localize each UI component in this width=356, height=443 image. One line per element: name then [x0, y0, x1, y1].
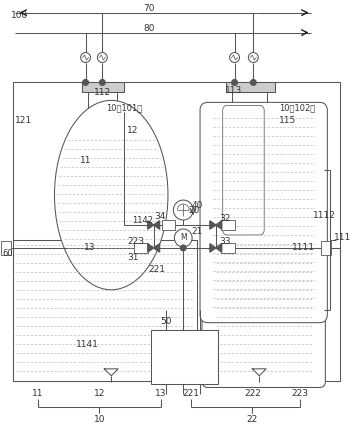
Text: 100: 100	[11, 11, 28, 20]
Circle shape	[80, 53, 90, 62]
Polygon shape	[154, 221, 159, 229]
Bar	[151, 330, 218, 385]
Text: 50: 50	[161, 317, 172, 326]
Circle shape	[99, 79, 105, 85]
Text: 11: 11	[32, 389, 44, 398]
Text: 13: 13	[155, 389, 166, 398]
Text: 221: 221	[149, 265, 166, 274]
Text: 13: 13	[84, 243, 95, 253]
Bar	[12, 82, 340, 381]
Text: 22: 22	[247, 415, 258, 424]
Text: 223: 223	[127, 237, 144, 246]
Polygon shape	[148, 221, 154, 229]
Text: 223: 223	[291, 389, 308, 398]
Text: 1141: 1141	[76, 340, 99, 349]
Ellipse shape	[54, 101, 168, 290]
Circle shape	[248, 53, 258, 62]
Bar	[12, 240, 197, 381]
Text: 10: 10	[94, 415, 105, 424]
Text: 10（102）: 10（102）	[279, 104, 315, 113]
Polygon shape	[252, 369, 266, 376]
Text: 112: 112	[94, 88, 111, 97]
Bar	[88, 93, 117, 113]
Text: 12: 12	[127, 126, 138, 135]
Bar	[232, 93, 267, 110]
FancyBboxPatch shape	[200, 102, 327, 323]
Polygon shape	[216, 221, 222, 229]
Text: 34: 34	[155, 211, 166, 221]
Text: 40: 40	[191, 201, 203, 210]
Text: 115: 115	[279, 116, 296, 125]
Bar	[134, 243, 148, 253]
Text: 113: 113	[225, 86, 242, 95]
Bar	[1, 241, 11, 255]
Text: 60: 60	[2, 249, 13, 258]
Circle shape	[174, 229, 192, 247]
Text: 12: 12	[94, 389, 105, 398]
Bar	[226, 82, 275, 93]
Text: 33: 33	[220, 237, 231, 246]
Text: 80: 80	[143, 24, 155, 33]
Text: 70: 70	[143, 4, 155, 13]
Circle shape	[230, 53, 240, 62]
Polygon shape	[210, 221, 216, 229]
Circle shape	[180, 245, 186, 251]
Circle shape	[83, 79, 89, 85]
Text: 1111: 1111	[292, 243, 315, 253]
Bar	[221, 220, 235, 230]
Polygon shape	[154, 244, 159, 252]
Polygon shape	[210, 244, 216, 252]
Text: M: M	[180, 233, 187, 242]
Circle shape	[98, 53, 107, 62]
Bar	[162, 220, 176, 230]
Circle shape	[232, 79, 237, 85]
Polygon shape	[148, 244, 154, 252]
Text: 221: 221	[183, 389, 200, 398]
Text: 20: 20	[188, 206, 200, 214]
Circle shape	[173, 200, 193, 220]
FancyBboxPatch shape	[223, 105, 264, 235]
Bar	[221, 243, 235, 253]
Polygon shape	[216, 244, 222, 252]
Text: 31: 31	[127, 253, 138, 262]
Polygon shape	[104, 369, 118, 376]
Text: 32: 32	[220, 214, 231, 222]
Text: 222: 222	[244, 389, 261, 398]
FancyBboxPatch shape	[202, 234, 325, 388]
Text: 1112: 1112	[313, 210, 335, 220]
Text: 11: 11	[80, 155, 91, 165]
Circle shape	[250, 79, 256, 85]
Bar	[321, 241, 331, 255]
Text: 21: 21	[191, 227, 203, 237]
Text: 121: 121	[15, 116, 32, 125]
Text: 10（101）: 10（101）	[106, 104, 142, 113]
Text: 1142: 1142	[132, 215, 153, 225]
Bar	[82, 82, 124, 93]
Text: 111: 111	[334, 233, 351, 242]
